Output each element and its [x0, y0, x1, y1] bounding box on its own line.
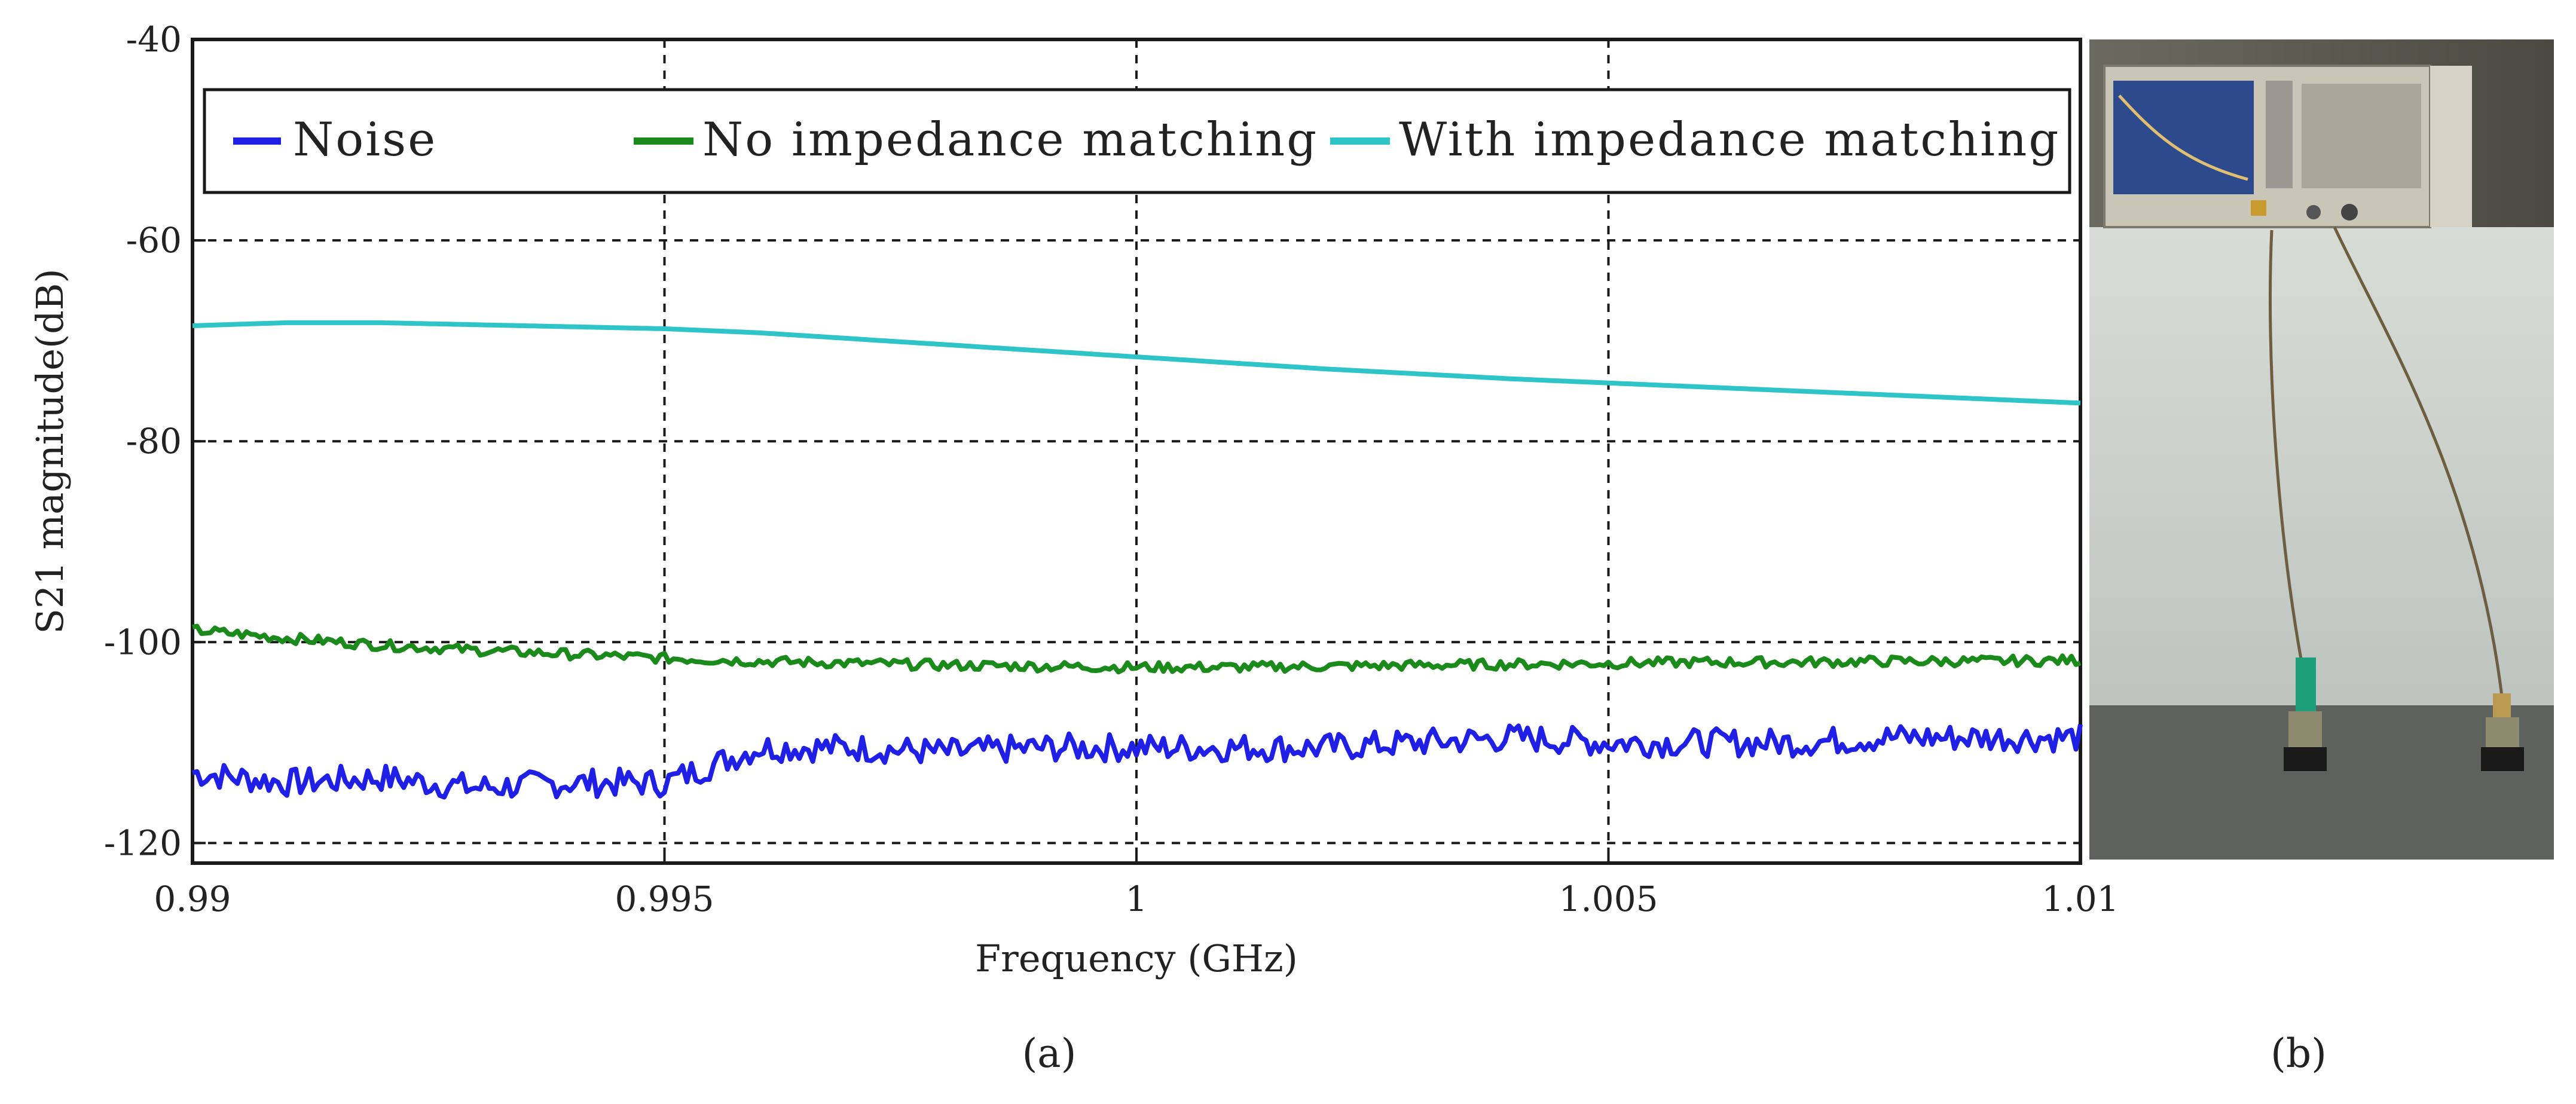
y-tick-label: -40 — [126, 19, 182, 60]
series-line-2 — [192, 320, 2081, 406]
series-line-0 — [191, 723, 2083, 800]
grid-lines — [192, 39, 2080, 863]
x-tick-label: 1 — [1126, 879, 1148, 919]
y-axis: -40 -60 -80 -100 -120 — [104, 19, 206, 863]
y-tick-label: -60 — [126, 220, 182, 261]
caption-a: (a) — [1022, 1030, 1077, 1077]
x-tick-label: 1.01 — [2042, 879, 2119, 919]
chart-panel: -40 -60 -80 -100 -120 0.99 0.995 1 1.005 1.01 No… — [28, 19, 2119, 1077]
legend-label-noise: Noise — [293, 113, 437, 167]
photo-panel: (b) — [2089, 39, 2554, 1077]
x-tick-label: 0.995 — [615, 879, 714, 919]
x-axis: 0.99 0.995 1 1.005 1.01 — [154, 850, 2119, 919]
cable-left-icon — [2268, 230, 2306, 679]
series-layer — [191, 320, 2083, 800]
legend-label-with-matching: With impedance matching — [1399, 113, 2060, 167]
x-axis-title: Frequency (GHz) — [975, 937, 1298, 980]
legend: Noise No impedance matching With impedan… — [203, 88, 2071, 194]
antenna-right-icon — [2481, 693, 2524, 771]
bench-surface — [2089, 227, 2554, 783]
network-analyzer-icon — [2103, 65, 2472, 228]
y-tick-label: -120 — [104, 822, 182, 863]
legend-box — [203, 88, 2071, 194]
y-tick-label: -80 — [126, 421, 182, 461]
caption-b: (b) — [2271, 1030, 2327, 1077]
cable-right-icon — [2333, 226, 2504, 697]
legend-label-no-matching: No impedance matching — [702, 113, 1318, 167]
y-axis-title: S21 magnitude(dB) — [28, 268, 72, 634]
y-tick-label: -100 — [104, 622, 182, 662]
series-line-1 — [192, 623, 2082, 675]
x-tick-label: 0.99 — [154, 879, 231, 919]
antenna-left-icon — [2284, 657, 2327, 771]
x-tick-label: 1.005 — [1559, 879, 1658, 919]
